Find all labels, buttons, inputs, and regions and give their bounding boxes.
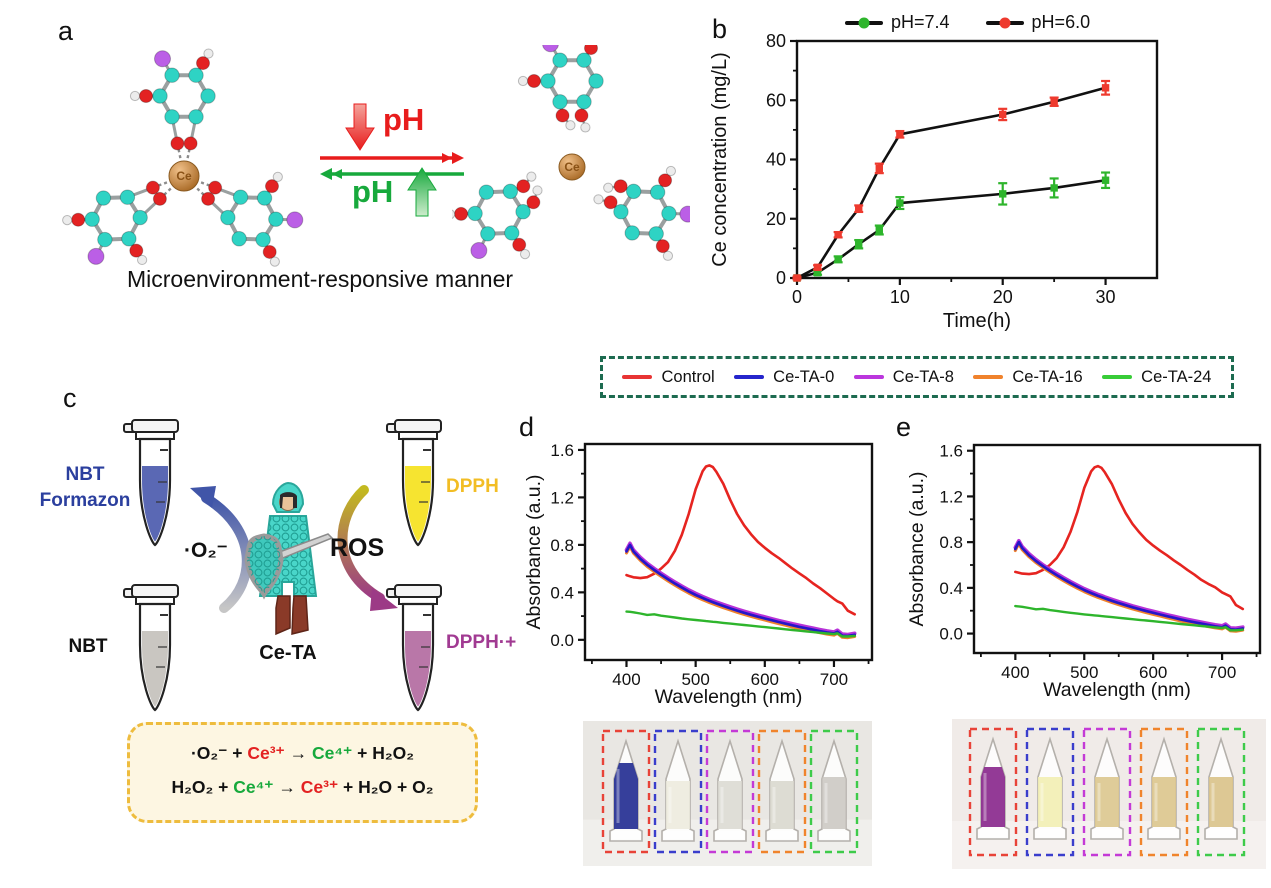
svg-text:0.0: 0.0 [939, 625, 963, 644]
ce-release-line-chart: 0 10 20 30 0 20 40 60 80 Time(h) Ce concentration … [709, 31, 1159, 332]
svg-text:10: 10 [890, 287, 910, 307]
legend-line-ce-ta-8 [853, 375, 884, 379]
high-ph-label: pH [352, 174, 394, 209]
svg-text:0.0: 0.0 [550, 631, 574, 650]
legend-entry-ce-ta-24: Ce-TA-24 [1102, 368, 1211, 387]
knight-hair [280, 492, 297, 508]
panel-a-caption: Microenvironment-responsive manner [126, 266, 514, 292]
svg-text:1.2: 1.2 [550, 488, 574, 507]
svg-text:0.4: 0.4 [550, 583, 574, 602]
nbt-label: NBT [68, 636, 108, 657]
svg-text:1.2: 1.2 [939, 487, 963, 506]
panel-d-label: d [519, 412, 535, 442]
dpph-tube-illustration [386, 419, 442, 547]
ros-scavenging-arrow [337, 485, 398, 611]
panel-a-label: a [58, 16, 74, 46]
panel-b-label: b [712, 14, 728, 44]
svg-text:Absorbance (a.u.): Absorbance (a.u.) [523, 474, 545, 629]
svg-text:Wavelength (nm): Wavelength (nm) [655, 686, 803, 708]
superoxide-label: ·O₂⁻ [184, 539, 228, 562]
dpph-absorbance-spectra-chart: 400 500 600 700 0.0 0.4 0.8 1.2 1.6 Wavelength (n… [906, 442, 1262, 701]
legend-entry-ce-ta-16: Ce-TA-16 [973, 367, 1083, 387]
legend-entry-ph74: pH=7.4 [845, 12, 950, 33]
legend-label-ce-ta-24: Ce-TA-24 [1141, 367, 1212, 386]
dpph-radical-tube-illustration [386, 584, 442, 712]
svg-text:700: 700 [820, 670, 848, 689]
legend-line-ce-ta-0 [734, 375, 765, 379]
legend-marker-ph60 [985, 17, 1024, 28]
dpph-assay-tubes-photo [952, 719, 1266, 869]
nbt-tube-illustration [123, 584, 179, 712]
legend-label-ce-ta-16: Ce-TA-16 [1012, 367, 1083, 386]
legend-entry-ce-ta-8: Ce-TA-8 [853, 367, 954, 387]
ros-label: ROS [330, 534, 385, 562]
svg-text:80: 80 [766, 31, 786, 51]
svg-text:1.6: 1.6 [939, 442, 963, 461]
dpph-radical-label: DPPH·+ [446, 632, 517, 653]
legend-label-ce-ta-0: Ce-TA-0 [773, 367, 835, 386]
svg-text:20: 20 [993, 287, 1013, 307]
svg-text:0.4: 0.4 [939, 579, 963, 598]
svg-text:500: 500 [681, 670, 709, 689]
knight-left-boot [275, 595, 291, 636]
legend-label-ce-ta-8: Ce-TA-8 [892, 367, 954, 386]
legend-entry-ph60: pH=6.0 [985, 12, 1091, 33]
svg-text:30: 30 [1096, 287, 1116, 307]
nbt-formazon-tube-illustration [123, 419, 179, 547]
svg-text:1.6: 1.6 [550, 441, 574, 460]
legend-line-ce-ta-16 [973, 375, 1004, 379]
svg-text:Time(h): Time(h) [943, 310, 1011, 332]
svg-text:600: 600 [1139, 663, 1167, 682]
svg-text:600: 600 [751, 670, 779, 689]
nbt-assay-tubes-photo [583, 721, 872, 866]
panel-e-label: e [896, 412, 912, 442]
molecule-ce-ta-complex-illustration: Ce [62, 48, 304, 267]
reaction-equations-box: ·O₂⁻ + Ce³⁺ → Ce⁴⁺ + H₂O₂ H₂O₂ + Ce⁴⁺ → … [127, 722, 478, 823]
svg-text:40: 40 [766, 150, 786, 170]
nbt-formazon-label: NBT Formazon [39, 464, 131, 511]
svg-text:Absorbance (a.u.): Absorbance (a.u.) [906, 471, 928, 626]
ce-ta-knight-illustration [244, 481, 334, 636]
legend-label-control: Control [661, 367, 715, 386]
equation-1: ·O₂⁻ + Ce³⁺ → Ce⁴⁺ + H₂O₂ [190, 743, 415, 763]
svg-text:60: 60 [766, 90, 786, 110]
svg-text:Ce: Ce [564, 160, 580, 174]
svg-text:Ce concentration (mg/L): Ce concentration (mg/L) [709, 52, 731, 267]
svg-text:500: 500 [1070, 663, 1098, 682]
legend-marker-ph74 [845, 17, 883, 28]
svg-text:400: 400 [612, 670, 640, 689]
knight-right-boot [291, 595, 309, 635]
svg-text:Wavelength (nm): Wavelength (nm) [1043, 679, 1191, 701]
svg-text:20: 20 [766, 209, 786, 229]
equation-2: H₂O₂ + Ce⁴⁺ → Ce³⁺ + H₂O + O₂ [171, 777, 434, 797]
svg-text:700: 700 [1208, 663, 1236, 682]
svg-text:Ce: Ce [176, 169, 192, 183]
low-ph-label: pH [383, 102, 425, 137]
legend-label-ph74: pH=7.4 [891, 12, 950, 32]
svg-text:0: 0 [776, 268, 786, 288]
svg-text:400: 400 [1001, 663, 1029, 682]
svg-text:0.8: 0.8 [550, 536, 574, 555]
spectra-shared-legend: Control Ce-TA-0 Ce-TA-8 Ce-TA-16 Ce-TA-2… [600, 356, 1234, 398]
ph-equilibrium-arrows [320, 103, 464, 217]
ce-ta-label: Ce-TA [259, 642, 317, 664]
molecule-ce-ta-dissociated-illustration: Ce [452, 45, 690, 261]
knight-shield-pattern [247, 536, 281, 594]
panel-b-legend: pH=7.4 pH=6.0 [845, 12, 1090, 33]
legend-entry-ce-ta-0: Ce-TA-0 [734, 368, 834, 387]
nbt-absorbance-spectra-chart: 400 500 600 700 0.0 0.4 0.8 1.2 1.6 Wavelength (n… [523, 441, 874, 708]
svg-text:0.8: 0.8 [939, 533, 963, 552]
legend-entry-control: Control [622, 367, 715, 387]
legend-label-ph60: pH=6.0 [1031, 12, 1091, 32]
legend-line-control [622, 375, 653, 379]
svg-text:0: 0 [792, 287, 802, 307]
legend-line-ce-ta-24 [1102, 375, 1133, 379]
panel-c-label: c [63, 383, 77, 413]
dpph-label: DPPH [446, 476, 499, 497]
